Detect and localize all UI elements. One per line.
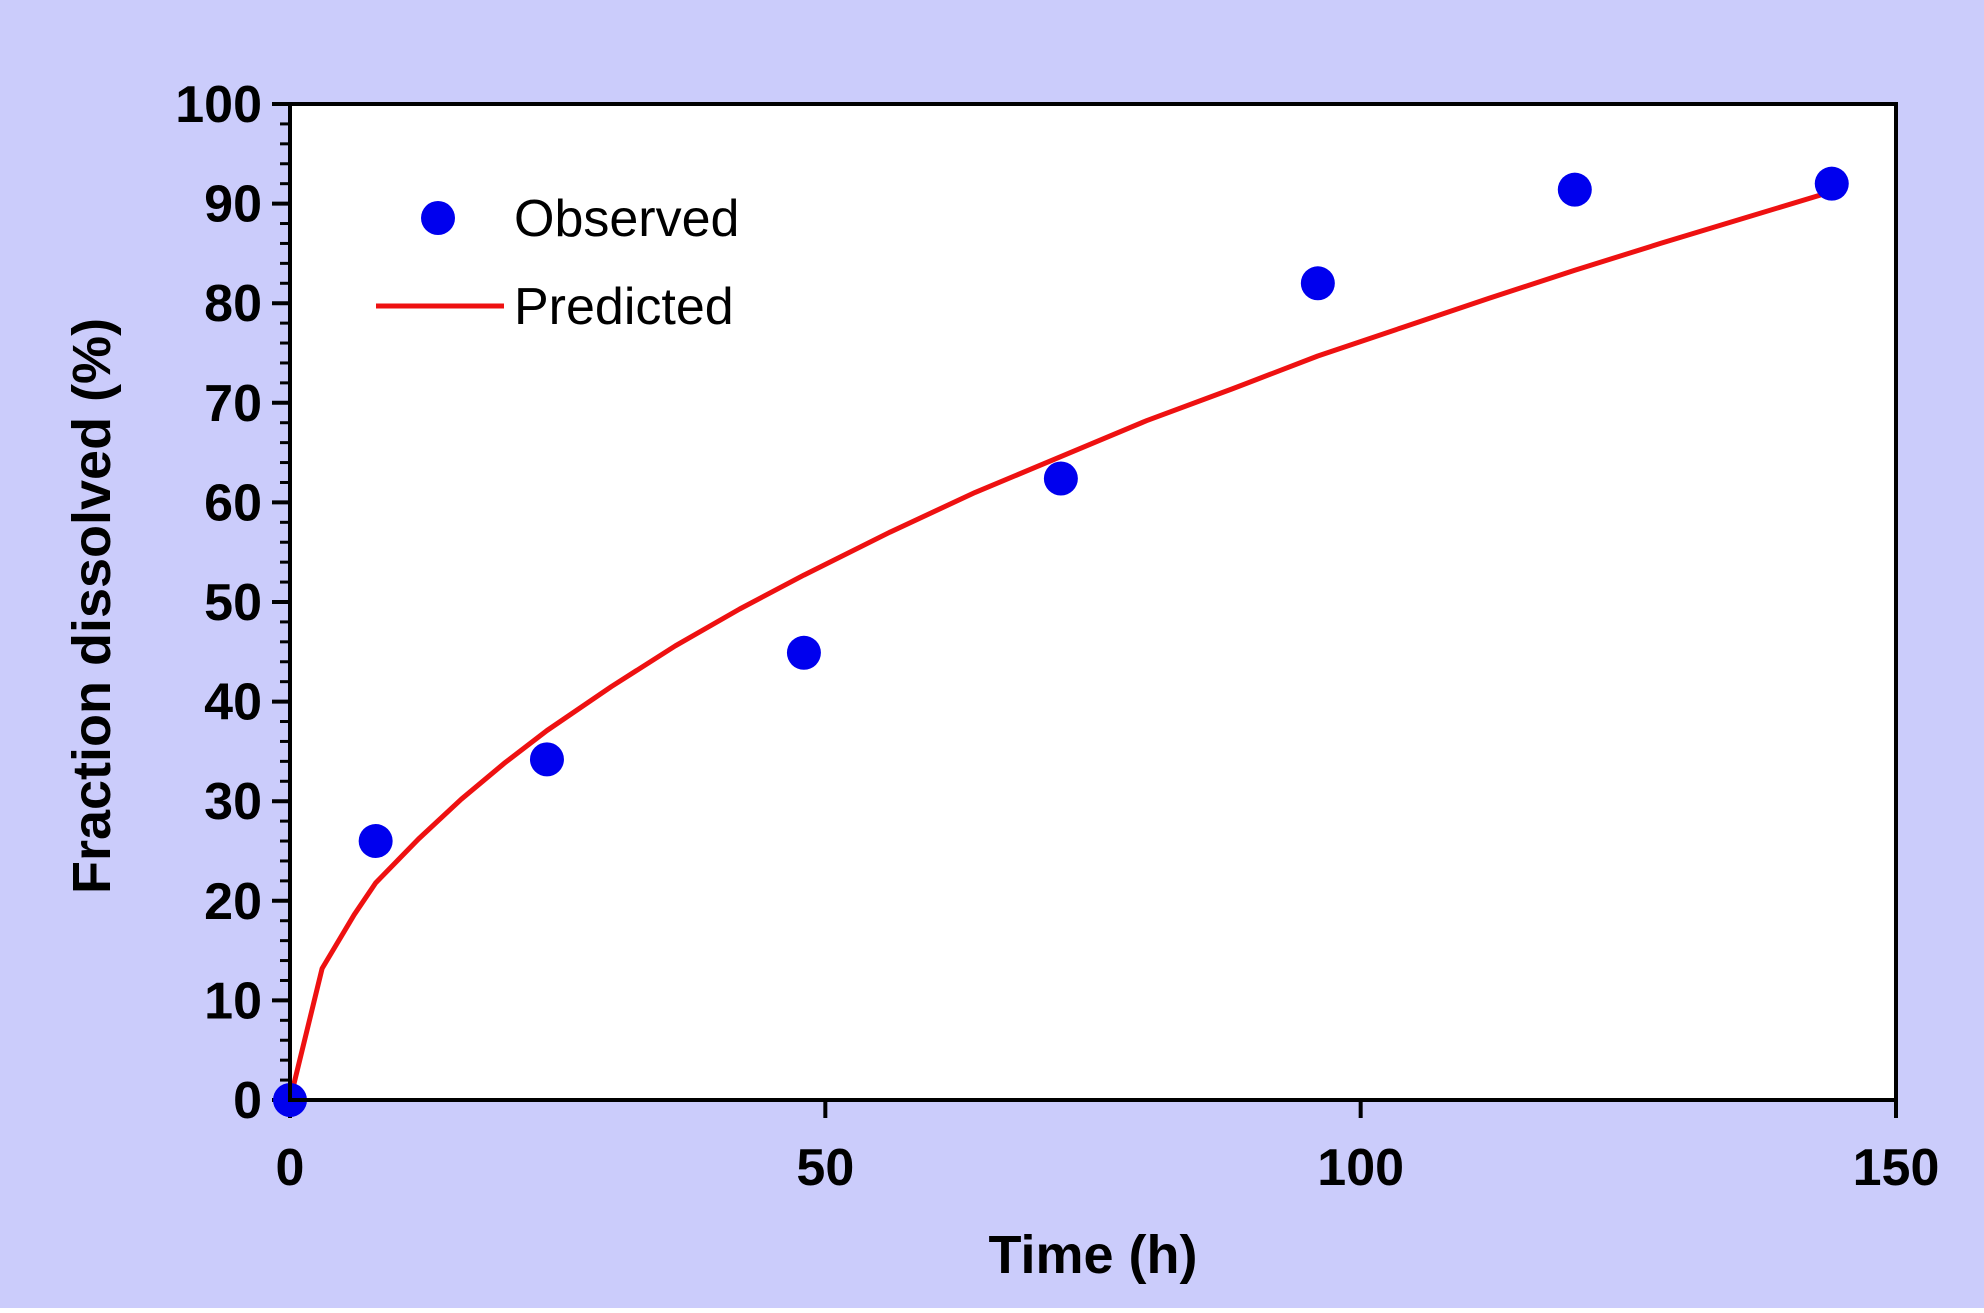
x-tick-label: 50 [796, 1139, 854, 1197]
x-tick-label: 150 [1853, 1139, 1940, 1197]
y-tick-label: 50 [204, 574, 262, 632]
y-tick-label: 70 [204, 375, 262, 433]
y-tick-label: 100 [175, 76, 262, 134]
y-axis-title: Fraction dissolved (%) [62, 318, 122, 894]
legend-predicted-label: Predicted [514, 278, 734, 336]
observed-point [358, 824, 393, 859]
observed-point [786, 635, 821, 670]
observed-point [1557, 172, 1592, 207]
legend-observed-label: Observed [514, 190, 739, 248]
observed-point [1043, 461, 1078, 496]
y-tick-label: 40 [204, 674, 262, 732]
x-axis-title: Time (h) [988, 1225, 1197, 1285]
legend-observed-marker [421, 201, 455, 235]
x-tick-label: 0 [276, 1139, 305, 1197]
y-tick-label: 20 [204, 873, 262, 931]
plot-frame [288, 102, 1898, 1102]
y-tick-label: 80 [204, 275, 262, 333]
observed-point [529, 742, 564, 777]
y-tick-label: 90 [204, 176, 262, 234]
y-tick-label: 60 [204, 474, 262, 532]
x-axis-ticks: 0 50 100 150 [276, 1100, 1940, 1197]
x-tick-label: 100 [1317, 1139, 1404, 1197]
observed-point [1300, 266, 1335, 301]
y-axis-ticks: 0 10 20 30 40 50 60 70 80 90 100 [175, 76, 290, 1130]
y-tick-label: 10 [204, 972, 262, 1030]
series-layer [273, 166, 1849, 1117]
legend: Observed Predicted [376, 190, 739, 336]
y-tick-label: 30 [204, 773, 262, 831]
observed-point [1814, 166, 1849, 201]
y-tick-label: 0 [233, 1072, 262, 1130]
predicted-line [287, 189, 1835, 1103]
plot-area [290, 104, 1896, 1100]
